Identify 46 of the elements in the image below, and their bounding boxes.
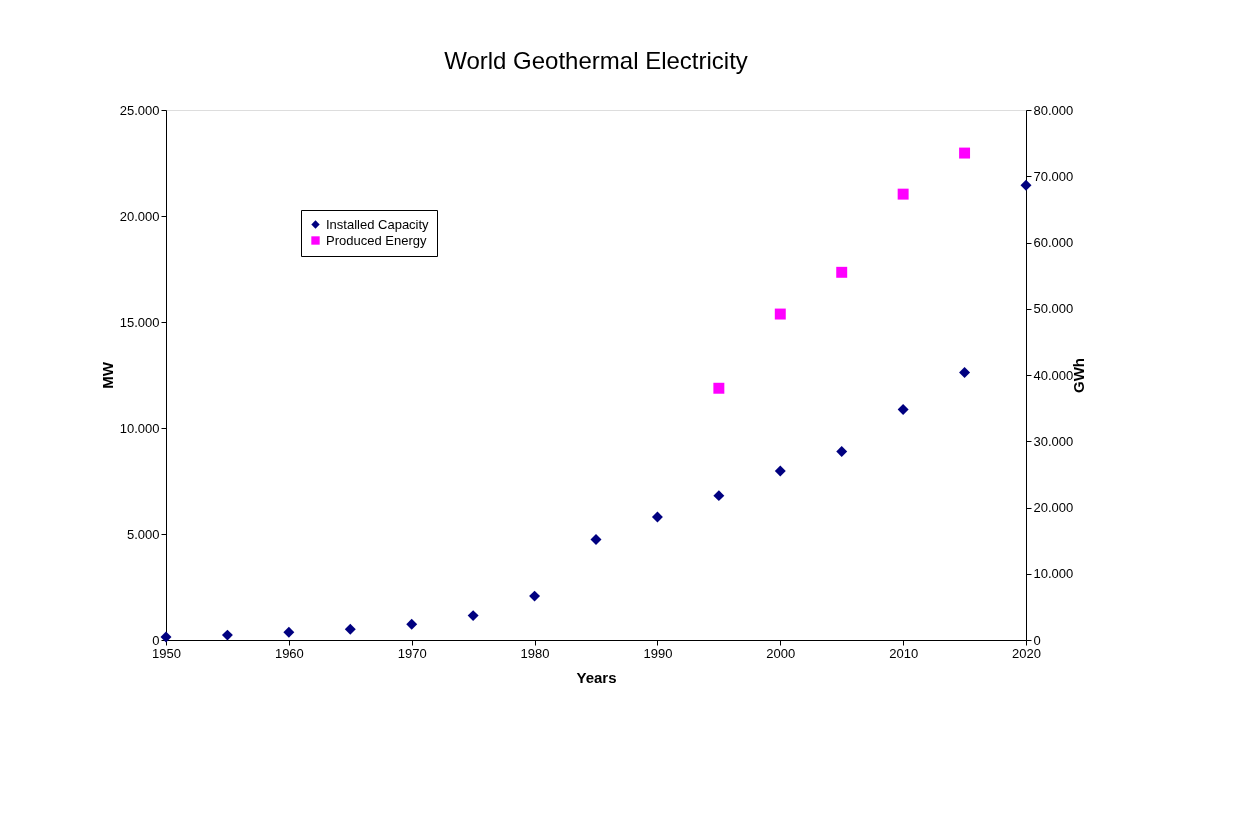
point <box>651 511 663 523</box>
x-tick-label: 1990 <box>643 645 673 661</box>
point <box>1020 179 1032 191</box>
x-tick-label: 1970 <box>397 645 427 661</box>
y-tick-label: 20.000 <box>119 208 160 224</box>
chart-title: World Geothermal Electricity <box>444 47 748 74</box>
point <box>529 590 541 602</box>
point <box>406 618 418 630</box>
point <box>467 610 479 622</box>
y-tick-label: 5.000 <box>126 526 160 542</box>
y2-tick-label: 20.000 <box>1033 500 1074 515</box>
point <box>774 465 786 477</box>
point <box>160 631 172 643</box>
x-tick-label: 1950 <box>152 645 181 661</box>
point <box>959 147 971 159</box>
point <box>713 490 725 502</box>
y2-tick-label: 60.000 <box>1033 235 1074 250</box>
y2-tick-label: 50.000 <box>1033 301 1074 317</box>
point <box>221 629 233 641</box>
x-tick-label: 2010 <box>889 645 919 661</box>
point <box>836 266 848 278</box>
y2-tick-label: 70.000 <box>1033 168 1074 184</box>
x-tick-label: 2020 <box>1012 645 1041 661</box>
y-tick-label: 25.000 <box>119 102 160 118</box>
y2-tick-label: 80.000 <box>1033 102 1074 118</box>
point <box>897 188 909 200</box>
point <box>774 308 786 320</box>
point <box>836 446 848 458</box>
y2-tick-label: 30.000 <box>1033 433 1074 449</box>
x-axis-title: Years <box>576 668 617 686</box>
point <box>959 366 971 378</box>
legend-label: Produced Energy <box>326 232 427 248</box>
y2-tick-label: 0 <box>1033 632 1041 648</box>
point <box>283 626 295 638</box>
y-tick-label: 15.000 <box>119 314 160 330</box>
x-tick-label: 2000 <box>766 645 796 661</box>
x-tick-label: 1980 <box>520 645 550 661</box>
y-axis-title: MW <box>98 361 116 389</box>
y2-tick-label: 10.000 <box>1033 566 1074 582</box>
y-tick-label: 10.000 <box>119 420 160 436</box>
y-tick-label: 0 <box>152 632 160 648</box>
point <box>897 404 909 416</box>
point <box>713 382 725 394</box>
legend-label: Installed Capacity <box>326 216 430 232</box>
point <box>344 623 356 635</box>
x-tick-label: 1960 <box>274 645 304 661</box>
